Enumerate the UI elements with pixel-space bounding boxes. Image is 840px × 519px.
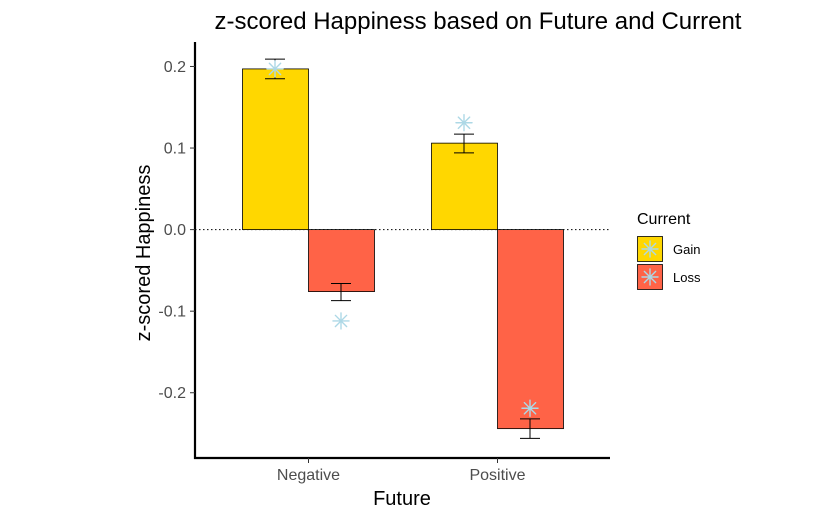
y-tick-label: -0.2 — [158, 385, 186, 402]
legend-label-loss: Loss — [673, 270, 701, 285]
error-bar-loss-negative — [331, 282, 351, 302]
legend-key-gain — [637, 236, 663, 262]
bar-loss-negative — [308, 229, 375, 293]
y-axis-title: z-scored Happiness — [133, 165, 155, 342]
bar-loss-positive — [497, 229, 564, 430]
y-tick-label: 0.0 — [164, 222, 186, 239]
plot-area: 0.2 0.1 0.0 -0.1 -0.2 Negative Positive — [158, 42, 610, 484]
star-point-gain-positive — [455, 114, 473, 132]
bar-gain-negative — [242, 68, 309, 231]
y-tick-label: 0.1 — [164, 141, 186, 158]
star-point-gain-negative — [266, 60, 284, 78]
star-point-loss-positive — [521, 399, 539, 417]
error-bar-loss-positive — [520, 418, 540, 439]
legend-label-gain: Gain — [673, 242, 700, 257]
error-bar-gain-positive — [454, 133, 474, 154]
chart-title: z-scored Happiness based on Future and C… — [215, 8, 742, 35]
bar-gain-positive — [431, 142, 498, 231]
y-tick-label: 0.2 — [164, 59, 186, 76]
x-tick-label: Negative — [277, 467, 340, 484]
x-axis-title: Future — [373, 488, 431, 510]
legend-title: Current — [637, 211, 691, 228]
legend: Current Gain Loss — [637, 211, 701, 290]
star-point-loss-negative — [332, 312, 350, 330]
y-tick-label: -0.1 — [158, 304, 186, 321]
x-tick-label: Positive — [469, 467, 525, 484]
legend-key-loss — [637, 264, 663, 290]
